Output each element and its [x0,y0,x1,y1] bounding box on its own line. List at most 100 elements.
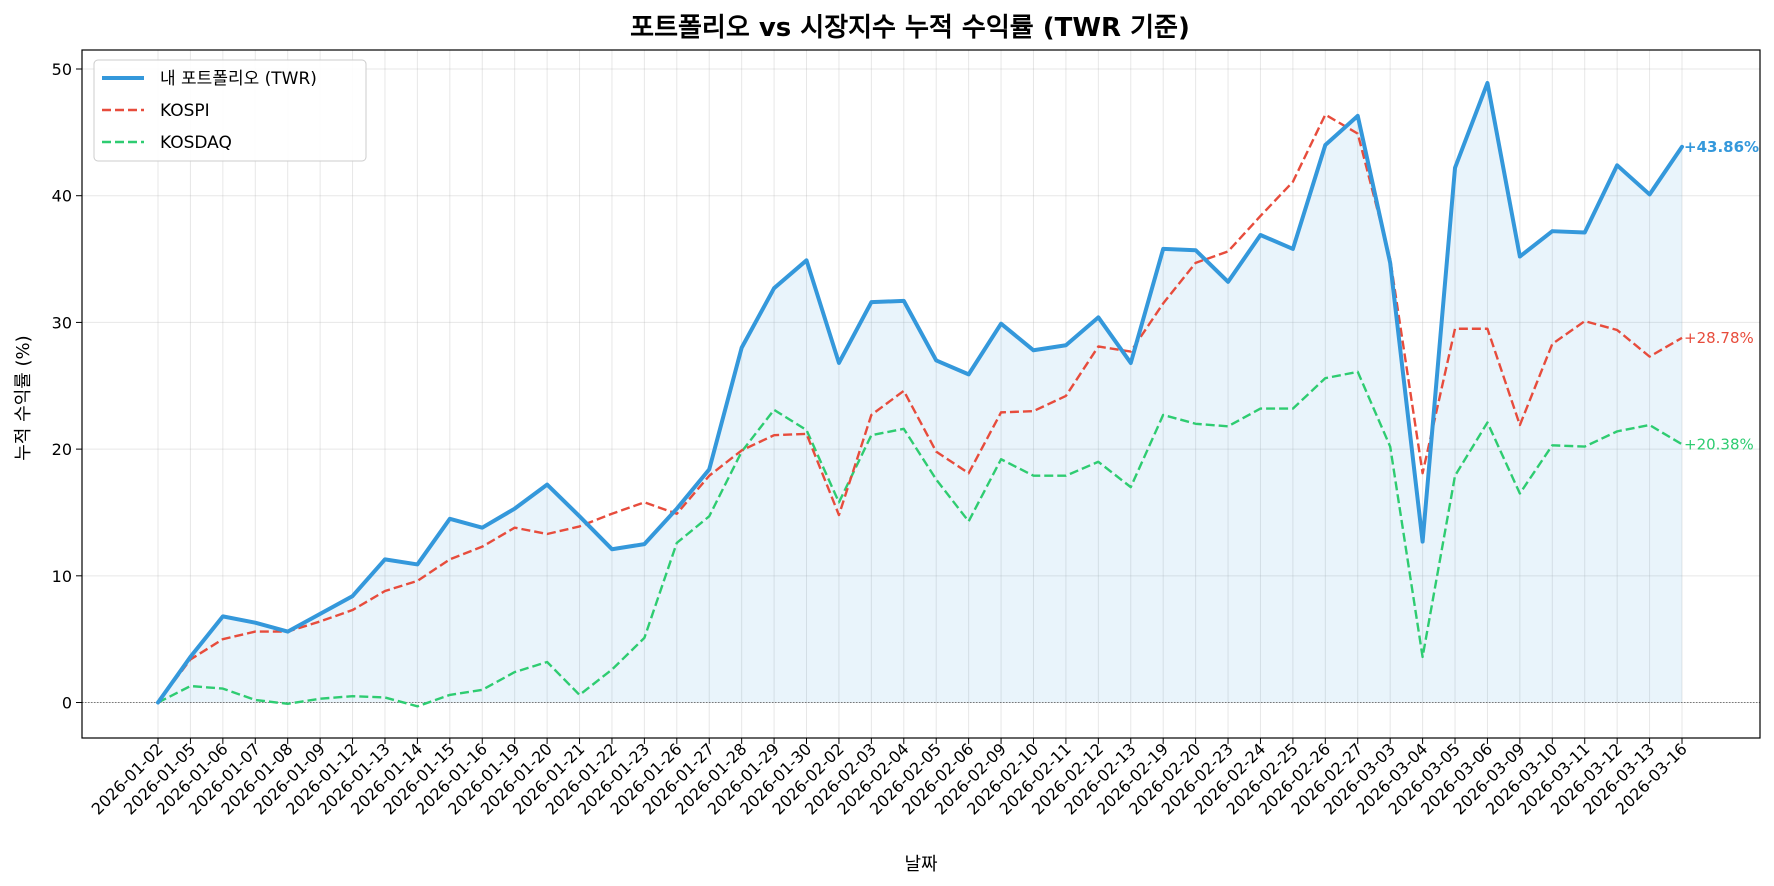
data-point [1356,132,1360,136]
data-point [415,704,419,708]
data-point [1226,424,1230,428]
data-point [286,702,290,706]
data-point [1096,460,1100,464]
data-point [675,541,679,545]
data-point [1648,355,1652,359]
data-point [1194,248,1198,252]
data-point [1648,192,1652,196]
legend-box [93,59,367,162]
plot-area: +20.38%+28.78%+43.86%010203040502026-01-… [52,49,1761,819]
data-point [1194,261,1198,265]
data-point [383,557,387,561]
data-point [221,637,225,641]
data-point [1096,315,1100,319]
data-point [1258,214,1262,218]
data-point [1031,409,1035,413]
legend-entry-label: KOSPI [160,101,210,121]
data-point [707,467,711,471]
data-point [188,655,192,659]
data-point [837,513,841,517]
data-point [1226,249,1230,253]
data-point [351,694,355,698]
end-value-label: +43.86% [1684,138,1759,156]
data-point [578,524,582,528]
data-point [578,514,582,518]
data-point [1194,422,1198,426]
data-point [513,670,517,674]
data-point [1388,261,1392,265]
data-point [642,636,646,640]
data-point [1323,143,1327,147]
series-line-2 [157,370,1683,708]
data-point [869,433,873,437]
data-point [610,668,614,672]
data-point [286,630,290,634]
data-point [1129,361,1133,365]
data-point [448,693,452,697]
data-point [1615,429,1619,433]
series-line-0 [156,80,1684,705]
data-point [545,660,549,664]
data-point [1615,328,1619,332]
data-point [1031,348,1035,352]
data-point [740,346,744,350]
data-point [578,693,582,697]
data-point [869,300,873,304]
data-point [253,698,257,702]
data-point [480,688,484,692]
data-point [1421,471,1425,475]
data-point [1356,370,1360,374]
data-point [351,608,355,612]
data-point [1031,474,1035,478]
data-point [221,687,225,691]
data-point [610,547,614,551]
data-point [448,557,452,561]
data-point [1161,301,1165,305]
data-point [1064,394,1068,398]
data-point [902,427,906,431]
data-point [1388,445,1392,449]
data-point [156,701,160,705]
data-point [610,512,614,516]
data-point [318,612,322,616]
grid-lines [82,50,1760,738]
legend-entry-label: KOSDAQ [160,133,232,153]
data-point [1583,445,1587,449]
data-point [1291,247,1295,251]
data-point [707,514,711,518]
data-point [1518,423,1522,427]
chart-title: 포트폴리오 vs 시장지수 누적 수익률 (TWR 기준) [630,13,1190,43]
data-point [934,450,938,454]
data-point [480,545,484,549]
data-point [1258,407,1262,411]
data-point [1518,491,1522,495]
data-point [1550,342,1554,346]
data-point [1323,113,1327,117]
data-point [1258,233,1262,237]
plot-background [82,50,1760,738]
data-point [642,542,646,546]
data-point [642,500,646,504]
data-point [1453,327,1457,331]
data-point [1226,280,1230,284]
data-point [383,589,387,593]
data-point [1485,81,1489,85]
data-point [1485,327,1489,331]
data-point [902,299,906,303]
data-point [1583,319,1587,323]
data-point [869,413,873,417]
data-point [221,614,225,618]
data-point [675,507,679,511]
end-value-label: +20.38% [1684,435,1754,453]
data-point [383,695,387,699]
data-point [999,410,1003,414]
y-tick-label: 30 [52,313,72,332]
data-point [1291,180,1295,184]
data-point [967,372,971,376]
data-point [1421,655,1425,659]
data-point [513,507,517,511]
data-point [448,517,452,521]
data-point [707,474,711,478]
data-point [318,619,322,623]
